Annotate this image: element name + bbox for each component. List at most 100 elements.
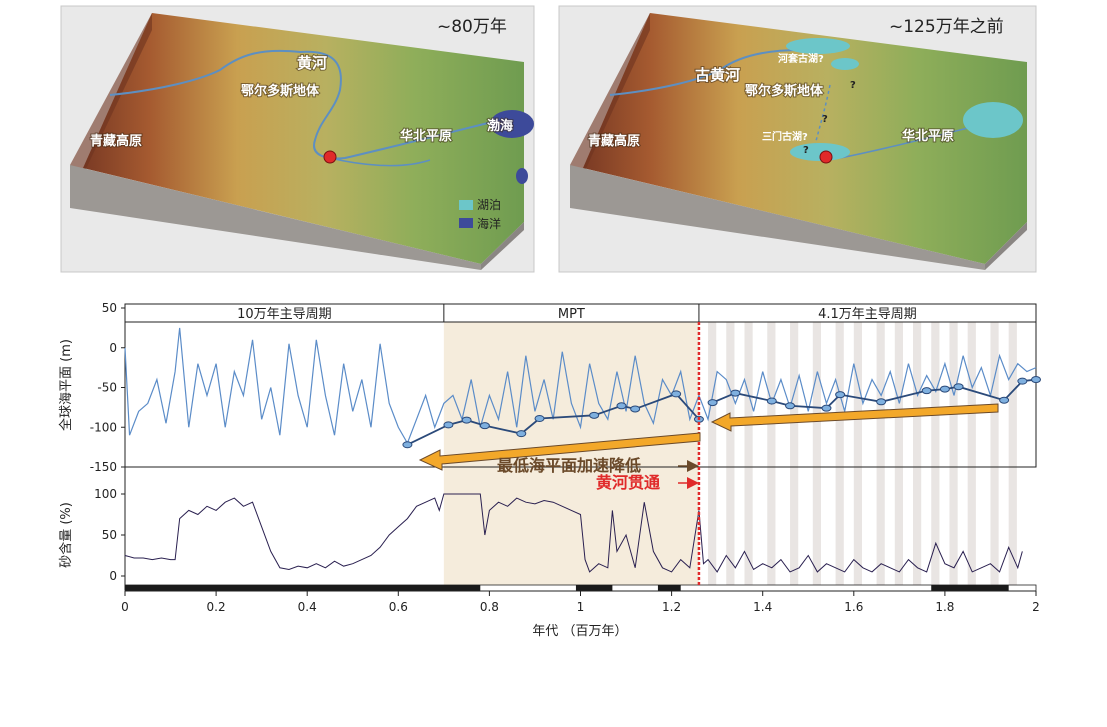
minima-point bbox=[876, 398, 887, 406]
legend-swatch-lake bbox=[459, 200, 473, 210]
minima-point bbox=[461, 416, 472, 424]
map-title-right: ~125万年之前 bbox=[889, 17, 1004, 37]
minima-point bbox=[589, 411, 600, 419]
x-tick-label: 1.2 bbox=[662, 600, 681, 614]
sea-level-y-tick-label: -50 bbox=[97, 381, 117, 395]
block-side-right bbox=[570, 165, 985, 270]
block-side-left bbox=[70, 165, 481, 270]
period-label: MPT bbox=[558, 307, 585, 322]
terrain-block-left bbox=[83, 13, 524, 264]
x-tick-label: 1.4 bbox=[753, 600, 772, 614]
cycle-band bbox=[990, 322, 999, 585]
minima-point bbox=[630, 405, 641, 413]
cycle-band bbox=[967, 322, 976, 585]
cycle-band bbox=[767, 322, 776, 585]
label-tibet-left: 青藏高原 bbox=[90, 133, 142, 149]
minima-point bbox=[1017, 377, 1028, 385]
legend-label-lake: 湖泊 bbox=[477, 197, 501, 212]
sea-level-ylabel: 全球海平面 (m) bbox=[58, 339, 74, 431]
minima-point bbox=[707, 399, 718, 407]
polarity-segment bbox=[125, 585, 481, 591]
legend-swatch-sea bbox=[459, 218, 473, 228]
polarity-segment bbox=[575, 585, 613, 591]
river-path-right bbox=[609, 49, 801, 96]
river-dashed-right bbox=[814, 84, 831, 146]
terrain-block-right bbox=[583, 13, 1027, 264]
minima-point bbox=[402, 441, 413, 449]
sea-level-series-line bbox=[124, 327, 1037, 445]
label-ordos-left: 鄂尔多斯地体 bbox=[241, 83, 320, 99]
x-tick-label: 0.6 bbox=[389, 600, 408, 614]
cycle-band bbox=[726, 322, 735, 585]
annotation-sea-level-drop: 最低海平面加速降低 bbox=[497, 456, 641, 475]
cycle-band bbox=[853, 322, 862, 585]
label-plain-right: 华北平原 bbox=[902, 128, 954, 144]
x-tick-label: 0.2 bbox=[207, 600, 226, 614]
cycle-band bbox=[708, 322, 717, 585]
period-label: 4.1万年主导周期 bbox=[818, 307, 917, 322]
minima-point bbox=[785, 402, 796, 410]
sea-level-frame bbox=[124, 303, 1037, 468]
map-title-left: ~80万年 bbox=[437, 17, 507, 37]
minima-point bbox=[821, 404, 832, 412]
sand-ylabel: 砂含量 (%) bbox=[58, 502, 74, 568]
sand-y-tick-label: 0 bbox=[109, 569, 117, 583]
cycle-band bbox=[812, 322, 822, 585]
x-axis: 0 0.2 0.4 0.6 0.8 1 1.2 1.4 1.6 1.8 2 bbox=[121, 590, 1040, 614]
polarity-segment bbox=[657, 585, 681, 591]
label-tibet-right: 青藏高原 bbox=[588, 133, 640, 149]
x-tick-label: 1.6 bbox=[844, 600, 863, 614]
sea-level-y-tick-label: 50 bbox=[102, 301, 117, 315]
polarity-bar bbox=[124, 584, 1037, 592]
tributary-left bbox=[329, 157, 431, 167]
minima-point bbox=[999, 396, 1010, 404]
minima-point bbox=[671, 390, 682, 398]
label-hetao-lake: 河套古湖? bbox=[778, 52, 824, 65]
block-side2-right bbox=[985, 222, 1027, 270]
bohai-sea-shape bbox=[490, 110, 534, 138]
plain-lake-shape bbox=[963, 102, 1023, 138]
label-question-1: ? bbox=[850, 80, 856, 91]
cycle-band bbox=[913, 322, 922, 585]
hetao-lake-shape2 bbox=[831, 58, 859, 70]
block-side2-left bbox=[481, 222, 524, 270]
period-header: 10万年主导周期 MPT 4.1万年主导周期 bbox=[237, 304, 917, 322]
minima-point bbox=[730, 389, 741, 397]
x-tick-label: 2 bbox=[1032, 600, 1040, 614]
x-tick-label: 0.8 bbox=[480, 600, 499, 614]
arrow-right-small bbox=[710, 403, 999, 432]
minima-point bbox=[616, 402, 627, 410]
polarity-segment bbox=[931, 585, 1009, 591]
sea-small-shape bbox=[516, 168, 528, 184]
minima-point bbox=[953, 383, 964, 391]
legend-label-sea: 海洋 bbox=[477, 216, 501, 231]
label-question-3: ? bbox=[803, 145, 809, 156]
map-panel-right: ~125万年之前 古黄河 鄂尔多斯地体 青藏高原 华北平原 河套古湖? 三门古湖… bbox=[558, 5, 1037, 273]
sand-y-tick-label: 100 bbox=[94, 487, 117, 501]
x-tick-label: 1.8 bbox=[935, 600, 954, 614]
minima-point bbox=[479, 422, 490, 430]
hetao-lake-shape bbox=[786, 38, 850, 54]
cycle-band bbox=[931, 322, 940, 585]
sea-level-y-tick-label: -100 bbox=[90, 420, 117, 434]
cycle-band bbox=[790, 322, 799, 585]
sand-content-plot bbox=[124, 493, 1023, 573]
label-bohai: 渤海 bbox=[487, 118, 513, 134]
y-axes: 50 0 -50 -100 -150 100 50 0 bbox=[90, 301, 125, 583]
minima-point bbox=[534, 415, 545, 423]
minima-point bbox=[1031, 376, 1041, 384]
label-yellow-river: 黄河 bbox=[297, 54, 327, 72]
minima-trend bbox=[402, 376, 1041, 449]
sand-series-line bbox=[124, 493, 1023, 573]
sea-level-plot bbox=[124, 327, 1037, 445]
map-legend: 湖泊 海洋 bbox=[459, 197, 501, 231]
label-ordos-right: 鄂尔多斯地体 bbox=[745, 83, 824, 99]
minima-point bbox=[766, 397, 777, 405]
map-panel-left: ~80万年 黄河 鄂尔多斯地体 青藏高原 华北平原 渤海 湖泊 海洋 bbox=[60, 5, 535, 273]
x-tick-label: 1 bbox=[577, 600, 585, 614]
cycle-band bbox=[949, 322, 958, 585]
chart-area: 10万年主导周期 MPT 4.1万年主导周期 0 0.2 0.4 0.6 0.8 1 1.2 1.… bbox=[58, 301, 1041, 639]
site-marker-left bbox=[323, 150, 337, 164]
breakthrough-label: 黄河贯通 bbox=[596, 473, 660, 492]
